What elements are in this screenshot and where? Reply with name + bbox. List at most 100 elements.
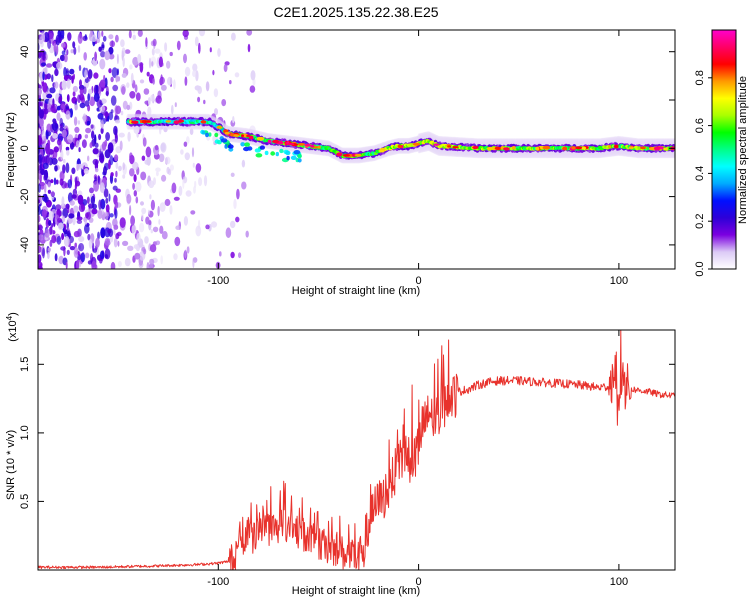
spectrogram-noise-cell <box>120 110 124 116</box>
spectrogram-noise-cell <box>164 42 168 52</box>
spectrogram-peak-spot <box>542 145 551 150</box>
spectrogram-noise-cell <box>142 137 147 147</box>
spectrogram-noise-cell <box>113 125 118 136</box>
spectrogram-noise-cell <box>113 224 119 230</box>
spectrogram-noise-cell <box>87 233 91 241</box>
spectrogram-noise-cell <box>41 129 45 141</box>
spectrogram-noise-cell <box>50 191 55 197</box>
snr-x-tick-label: 0 <box>416 576 422 588</box>
spectrogram-noise-cell <box>137 30 143 37</box>
spectrogram-noise-cell <box>151 61 154 67</box>
spectrogram-noise-cell <box>115 170 118 178</box>
colorbar-tick-label: 0.2 <box>694 214 706 229</box>
spectrogram-noise-cell <box>46 73 51 80</box>
spectrogram-peak-spot <box>653 146 661 151</box>
spectrogram-noise-cell <box>109 155 114 166</box>
spectrogram-noise-cell <box>110 109 114 114</box>
spectrogram-noise-cell <box>139 222 145 233</box>
colorbar-tick-label: 0.4 <box>694 166 706 181</box>
spectrogram-noise-cell <box>38 214 41 223</box>
spectrogram-noise-cell <box>65 162 70 174</box>
spectrogram-peak-spot <box>310 144 315 148</box>
spectrogram-noise-cell <box>184 66 191 77</box>
spectrogram-noise-cell <box>236 188 240 200</box>
spectrogram-noise-cell <box>98 199 102 210</box>
spectrogram-noise-cell <box>105 111 108 120</box>
spectrogram-noise-cell <box>166 166 170 175</box>
spectrogram-noise-cell <box>189 128 194 136</box>
spectrogram-noise-cell <box>132 34 136 40</box>
spectrogram-noise-cell <box>96 99 103 108</box>
spectrogram-noise-cell <box>101 41 105 51</box>
spectrogram-noise-cell <box>73 46 77 55</box>
spectrogram-noise-cell <box>160 142 167 153</box>
spectrogram-noise-cell <box>232 116 235 124</box>
spectrogram-noise-cell <box>38 51 42 58</box>
spectrogram-noise-cell <box>135 181 142 192</box>
spectrogram-noise-cell <box>90 34 97 43</box>
spectrogram-noise-cell <box>103 166 107 176</box>
spectrogram-noise-cell <box>77 33 83 44</box>
spectrogram-noise-cell <box>47 252 50 259</box>
spectrogram-noise-cell <box>141 155 146 161</box>
spectrogram-noise-cell <box>70 49 74 54</box>
spectrogram-noise-cell <box>161 174 167 182</box>
spectrogram-noise-cell <box>80 252 86 263</box>
spectrogram-noise-cell <box>148 220 152 226</box>
spectrogram-noise-cell <box>126 82 130 88</box>
spectrogram-noise-cell <box>192 63 198 72</box>
colorbar-tick-label: 0.6 <box>694 118 706 133</box>
spectrogram-noise-cell <box>105 197 109 204</box>
spectrogram-noise-cell <box>60 246 66 251</box>
spectrogram-noise-cell <box>155 167 161 172</box>
spectrogram-noise-cell <box>249 125 256 135</box>
spectrogram-noise-cell <box>113 237 118 248</box>
spectrogram-noise-cell <box>141 212 144 221</box>
snr-x-tick-label: 100 <box>610 576 628 588</box>
spectrogram-peak-spot <box>129 120 133 124</box>
spectrogram-noise-cell <box>99 79 106 88</box>
spectrogram-noise-cell <box>107 142 114 154</box>
spectrogram-noise-cell <box>185 190 192 197</box>
spectrogram-noise-cell <box>174 102 177 108</box>
spectrogram-noise-cell <box>74 126 80 133</box>
spectrogram-noise-cell <box>66 230 70 237</box>
spectrogram-noise-cell <box>95 237 100 248</box>
spectrogram-noise-cell <box>114 208 118 219</box>
spectrogram-peak-spot <box>412 142 421 146</box>
spectrogram-peak-spot <box>297 143 306 146</box>
spectrogram-noise-cell <box>112 84 119 92</box>
spectrogram-side-blob <box>290 155 297 160</box>
spectrogram-peak-spot <box>535 146 540 151</box>
snr-series-line <box>38 330 675 570</box>
colorbar-label: Normalized spectral amplitude <box>737 76 749 224</box>
spectrogram-noise-cell <box>38 183 41 193</box>
spectrogram-noise-cell <box>61 50 66 56</box>
spectrogram-noise-cell <box>180 149 184 155</box>
spectrogram-noise-cell <box>115 233 120 240</box>
spectrogram-noise-cell <box>42 82 48 93</box>
spectrogram-noise-cell <box>72 91 76 97</box>
spectrogram-noise-cell <box>223 120 226 129</box>
spectrogram-noise-cell <box>60 101 66 113</box>
spectrogram-noise-cell <box>98 133 102 141</box>
spectrogram-noise-cell <box>198 42 201 54</box>
spectrogram-noise-cell <box>217 116 224 125</box>
spectrogram-noise-cell <box>53 146 59 153</box>
spectrogram-peak-spot <box>224 132 230 135</box>
spectrogram-peak-spot <box>397 144 403 148</box>
spectrogram-noise-cell <box>182 178 185 189</box>
spectrogram-noise-cell <box>100 151 104 160</box>
spectrogram-noise-cell <box>183 216 188 226</box>
spectrogram-noise-cell <box>77 94 81 103</box>
spectrogram-noise-cell <box>46 123 52 133</box>
spectrogram-noise-cell <box>100 250 105 260</box>
spectrogram-noise-cell <box>38 88 42 96</box>
spectrogram-noise-cell <box>183 53 187 64</box>
spectrogram-noise-cell <box>59 54 66 62</box>
spectrogram-noise-cell <box>149 244 157 253</box>
spectrogram-noise-cell <box>78 236 85 242</box>
spectrogram-peak-spot <box>354 153 362 157</box>
spectrogram-noise-cell <box>102 35 107 42</box>
spectrogram-noise-cell <box>159 125 162 135</box>
